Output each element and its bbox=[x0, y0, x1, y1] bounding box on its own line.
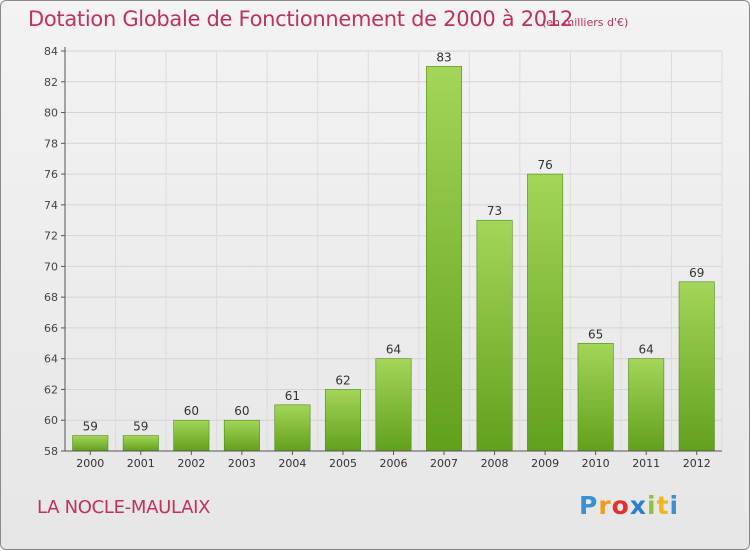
y-tick-label: 58 bbox=[44, 445, 58, 458]
y-tick-label: 68 bbox=[44, 291, 58, 304]
x-tick-label-2008: 2008 bbox=[481, 457, 509, 470]
bar-2002 bbox=[173, 419, 210, 452]
x-tick-label-2010: 2010 bbox=[582, 457, 610, 470]
y-tick-label: 76 bbox=[44, 168, 58, 181]
x-tick-label-2009: 2009 bbox=[531, 457, 559, 470]
proxiti-logo: Proxiti bbox=[579, 491, 680, 520]
x-tick-label-2004: 2004 bbox=[278, 457, 306, 470]
x-tick-label-2012: 2012 bbox=[683, 457, 711, 470]
x-tick-label-2005: 2005 bbox=[329, 457, 357, 470]
y-tick-label: 78 bbox=[44, 137, 58, 150]
bar-2010 bbox=[577, 343, 614, 452]
data-label-2002: 60 bbox=[184, 404, 199, 418]
data-label-2006: 64 bbox=[386, 343, 401, 357]
x-tick-label-2002: 2002 bbox=[177, 457, 205, 470]
data-label-2005: 62 bbox=[335, 373, 350, 387]
y-tick-label: 74 bbox=[44, 199, 58, 212]
data-label-2009: 76 bbox=[537, 158, 552, 172]
bar-2012 bbox=[678, 281, 715, 452]
data-label-2000: 59 bbox=[83, 420, 98, 434]
y-tick-label: 62 bbox=[44, 383, 58, 396]
bar-2004 bbox=[274, 404, 311, 452]
y-tick-label: 66 bbox=[44, 322, 58, 335]
bar-2008 bbox=[476, 219, 513, 452]
bars bbox=[72, 66, 715, 452]
y-tick-label: 60 bbox=[44, 414, 58, 427]
x-tick-label-2011: 2011 bbox=[632, 457, 660, 470]
y-tick-label: 64 bbox=[44, 353, 58, 366]
data-label-2008: 73 bbox=[487, 204, 502, 218]
y-tick-label: 70 bbox=[44, 260, 58, 273]
bar-2005 bbox=[324, 389, 361, 452]
y-tick-label: 72 bbox=[44, 230, 58, 243]
bar-2007 bbox=[426, 66, 463, 452]
data-label-2003: 60 bbox=[234, 404, 249, 418]
bar-2006 bbox=[375, 358, 412, 452]
y-tick-label: 80 bbox=[44, 107, 58, 120]
data-label-2010: 65 bbox=[588, 327, 603, 341]
bar-2011 bbox=[628, 358, 665, 452]
x-tick-label-2001: 2001 bbox=[127, 457, 155, 470]
data-label-2004: 61 bbox=[285, 389, 300, 403]
y-tick-label: 84 bbox=[44, 45, 58, 58]
axes bbox=[61, 47, 722, 455]
bar-2003 bbox=[223, 419, 260, 452]
data-label-2001: 59 bbox=[133, 420, 148, 434]
labels: 58 60 62 64 66 68 70 72 74 76 78 80 82 84 59 2000 59 2001… bbox=[44, 45, 711, 470]
data-label-2012: 69 bbox=[689, 266, 704, 280]
commune-name: LA NOCLE-MAULAIX bbox=[37, 497, 211, 518]
bar-2001 bbox=[122, 435, 159, 452]
x-tick-label-2003: 2003 bbox=[228, 457, 256, 470]
chart-subtitle: (en milliers d'€) bbox=[542, 16, 629, 29]
data-label-2007: 83 bbox=[436, 50, 451, 64]
bar-2009 bbox=[527, 173, 564, 452]
x-tick-label-2000: 2000 bbox=[76, 457, 104, 470]
data-label-2011: 64 bbox=[639, 343, 654, 357]
bar-2000 bbox=[72, 435, 109, 452]
y-tick-label: 82 bbox=[44, 76, 58, 89]
chart-title: Dotation Globale de Fonctionnement de 20… bbox=[28, 7, 573, 31]
x-tick-label-2006: 2006 bbox=[380, 457, 408, 470]
x-tick-label-2007: 2007 bbox=[430, 457, 458, 470]
